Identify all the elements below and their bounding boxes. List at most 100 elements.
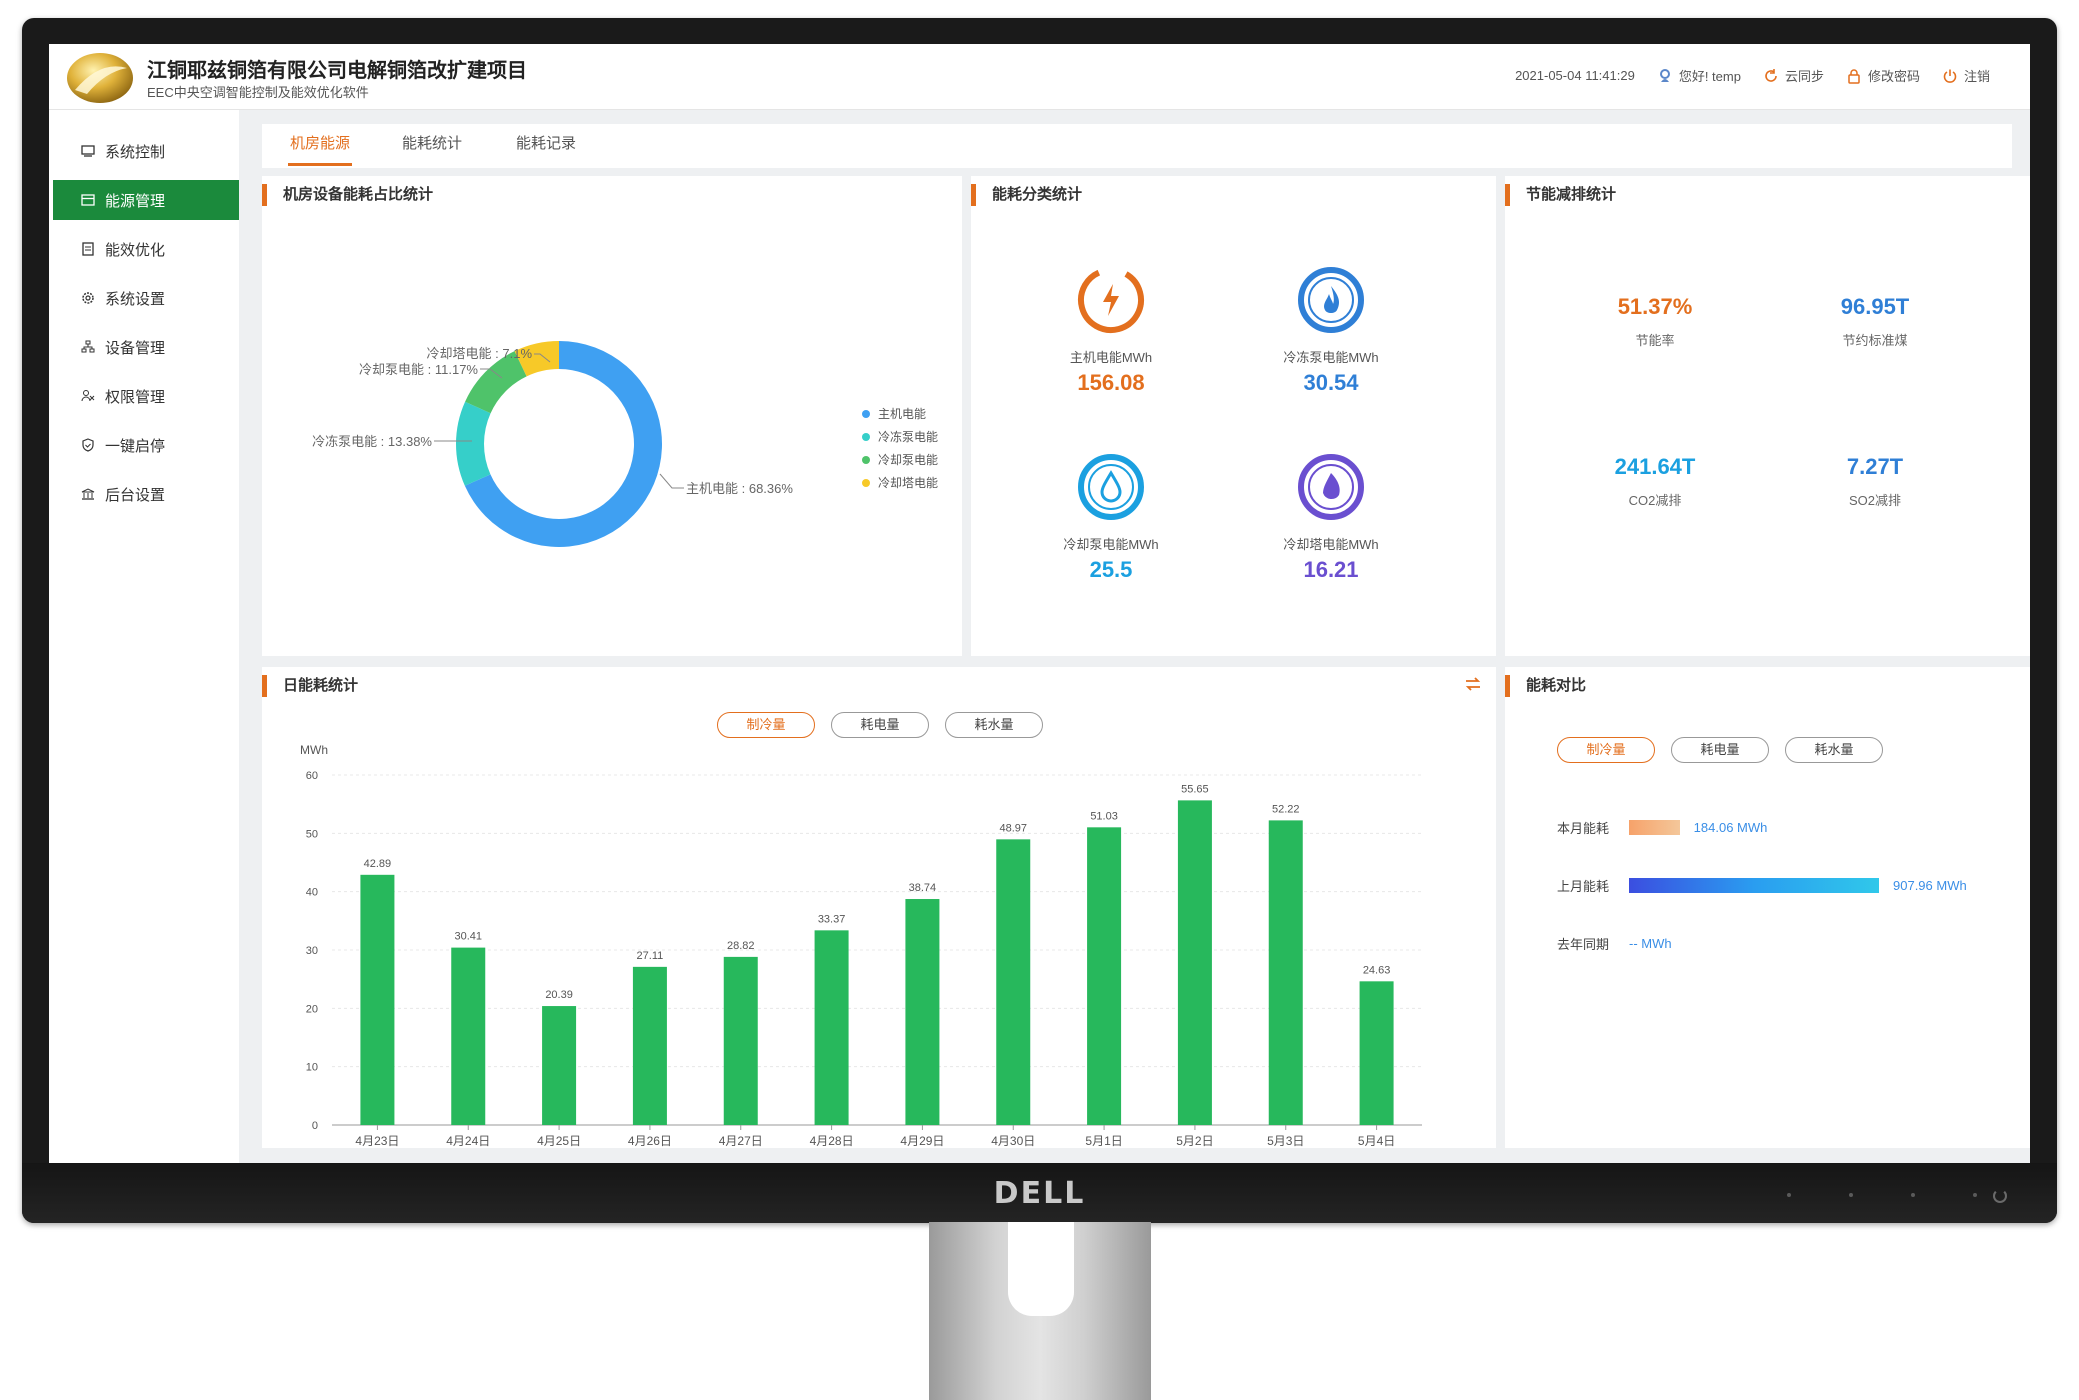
sidebar-item-permission-management[interactable]: 权限管理 [53,376,239,416]
bar[interactable] [996,839,1031,1125]
panel-title: 节能减排统计 [1505,184,1616,206]
tab-energy-statistics[interactable]: 能耗统计 [402,135,463,152]
category-value: 30.54 [1303,370,1359,395]
bar[interactable] [632,966,667,1125]
document-icon [82,242,94,256]
category-value: 16.21 [1303,557,1359,582]
app-screen: 江铜耶兹铜箔有限公司电解铜箔改扩建项目 EEC中央空调智能控制及能效优化软件 2… [49,44,2030,1163]
water-drop-icon [1078,454,1144,520]
monitor-icon [81,145,95,157]
category-item-cooling-tower: 冷却塔电能MWh 16.21 [1241,451,1421,583]
legend-item[interactable]: 主机电能 [862,402,938,425]
sync-button[interactable]: 云同步 [1763,66,1824,85]
sidebar-item-efficiency-optimization[interactable]: 能效优化 [53,229,239,269]
compare-value: -- MWh [1629,935,1672,951]
sidebar-item-label: 系统设置 [105,290,166,308]
saving-item-rate: 51.37% 节能率 [1575,294,1735,349]
change-password-button[interactable]: 修改密码 [1846,66,1920,85]
power-icon [1993,1189,2007,1203]
y-tick-label: 10 [306,1062,318,1074]
bar[interactable] [814,930,849,1125]
compare-row-last-year: 去年同期 -- MWh [1557,933,1672,953]
legend-marker [862,409,870,418]
category-item-cooling-pump: 冷却泵电能MWh 25.5 [1021,451,1201,583]
donut-slice[interactable] [465,351,527,414]
y-axis-unit: MWh [300,743,328,757]
network-icon [81,340,95,353]
bar[interactable] [542,1006,577,1125]
category-label: 冷冻泵电能MWh [1283,350,1379,365]
legend-item[interactable]: 冷冻泵电能 [862,425,938,448]
category-label: 主机电能MWh [1069,350,1153,365]
compare-pill-water[interactable]: 耗水量 [1785,737,1883,763]
bar[interactable] [1177,800,1212,1125]
compare-label: 上月能耗 [1557,878,1610,894]
compare-bar [1629,819,1680,835]
sidebar-item-system-control[interactable]: 系统控制 [53,131,239,171]
user-greeting: 您好! temp [1657,66,1741,85]
bar[interactable] [723,956,758,1125]
swap-icon[interactable] [1464,677,1482,691]
sidebar-item-system-settings[interactable]: 系统设置 [53,278,239,318]
bar[interactable] [360,874,395,1125]
bar[interactable] [1359,981,1394,1125]
x-tick-label: 4月24日 [446,1134,490,1148]
tab-energy-records[interactable]: 能耗记录 [516,135,577,152]
compare-panel: 能耗对比 制冷量 耗电量 耗水量 本月能耗 184.06 MWh 上月能耗 90… [1505,667,2030,1148]
leaf-drop-icon [1298,454,1364,520]
lightning-icon [1078,267,1144,333]
refresh-icon [1765,68,1777,82]
compare-row-this-month: 本月能耗 184.06 MWh [1557,817,1767,837]
saving-panel: 节能减排统计 51.37% 节能率 96.95T 节约标准煤 241.64T C… [1505,176,2030,656]
callout-cooling-tower: 冷却塔电能 : 7.1% [427,346,533,361]
saving-value: 96.95T [1840,294,1910,319]
compare-row-last-month: 上月能耗 907.96 MWh [1557,875,1967,895]
legend-marker [862,478,870,487]
bar[interactable] [905,899,940,1125]
daily-pill-water[interactable]: 耗水量 [945,712,1043,738]
x-tick-label: 5月1日 [1085,1134,1122,1148]
monitor-button [1973,1193,1977,1197]
sidebar-item-label: 后台设置 [105,486,166,504]
saving-item-so2: 7.27T SO2减排 [1795,454,1955,509]
legend-marker [862,455,870,464]
category-label: 冷却塔电能MWh [1283,537,1379,552]
bar-value-label: 30.41 [454,931,482,943]
panel-title: 机房设备能耗占比统计 [262,184,433,206]
bar-value-label: 24.63 [1363,964,1391,976]
saving-item-coal: 96.95T 节约标准煤 [1795,294,1955,349]
bar-value-label: 48.97 [999,822,1027,834]
y-tick-label: 40 [306,887,318,899]
sidebar-item-one-key-start-stop[interactable]: 一键启停 [53,425,239,465]
compare-pill-electricity[interactable]: 耗电量 [1671,737,1769,763]
saving-value: 51.37% [1617,294,1693,319]
legend-item[interactable]: 冷却塔电能 [862,471,938,494]
bar[interactable] [451,947,486,1125]
legend-item[interactable]: 冷却泵电能 [862,448,938,471]
sidebar-item-energy-management[interactable]: 能源管理 [53,180,239,220]
x-tick-label: 4月29日 [900,1134,944,1148]
sidebar-item-backend-settings[interactable]: 后台设置 [53,474,239,514]
legend-label: 冷却塔电能 [878,476,939,490]
bar-value-label: 20.39 [545,989,573,1001]
bar[interactable] [1087,827,1122,1125]
lock-icon [1848,68,1860,84]
users-icon [81,390,95,402]
sidebar-item-label: 权限管理 [105,388,166,406]
logout-button[interactable]: 注销 [1942,66,1990,85]
legend-label: 主机电能 [878,407,927,421]
shield-icon [82,438,94,452]
category-item-chilled-pump: 冷冻泵电能MWh 30.54 [1241,264,1421,396]
donut-slice[interactable] [456,401,491,486]
sidebar-item-device-management[interactable]: 设备管理 [53,327,239,367]
saving-value: 7.27T [1846,454,1904,479]
bar-value-label: 55.65 [1181,783,1209,795]
power-off-icon [1943,69,1957,83]
daily-pill-cooling[interactable]: 制冷量 [717,712,815,738]
daily-pill-electricity[interactable]: 耗电量 [831,712,929,738]
donut-slice[interactable] [514,341,559,377]
compare-pill-cooling[interactable]: 制冷量 [1557,737,1655,763]
tab-machine-room-energy[interactable]: 机房能源 [287,124,353,168]
x-tick-label: 4月28日 [810,1134,854,1148]
bar[interactable] [1268,820,1303,1125]
